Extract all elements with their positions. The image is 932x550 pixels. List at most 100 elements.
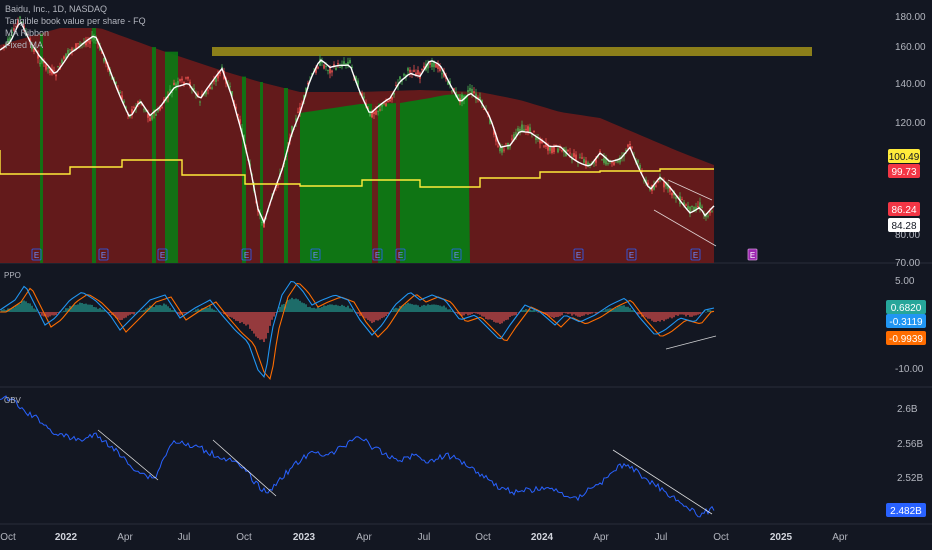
ppo-histogram-bar — [367, 312, 369, 320]
ppo-histogram-bar — [331, 304, 333, 312]
time-axis-tick: 2022 — [55, 532, 78, 543]
ppo-histogram-bar — [579, 312, 581, 317]
ppo-histogram-bar — [403, 305, 405, 312]
ppo-histogram-bar — [473, 312, 475, 313]
candle-body — [683, 202, 685, 206]
candle-body — [237, 114, 239, 116]
ppo-histogram-bar — [239, 312, 241, 324]
candle-body — [403, 73, 405, 76]
ppo-histogram-bar — [667, 312, 669, 319]
candle-body — [617, 161, 619, 163]
earnings-event-icon[interactable] — [157, 248, 168, 261]
candle-body — [471, 88, 473, 94]
earnings-event-icon[interactable] — [31, 248, 42, 261]
channel-lower-trendline[interactable] — [653, 209, 717, 247]
ppo-histogram-bar — [57, 312, 59, 314]
candle-body — [523, 129, 525, 132]
price-axis-tick: 160.00 — [895, 42, 926, 53]
candle-body — [67, 50, 69, 55]
time-axis-tick: 2025 — [770, 532, 793, 543]
candle-body — [649, 188, 651, 191]
obv-axis-tick: 2.56B — [897, 439, 923, 450]
candle-body — [95, 39, 97, 41]
ppo-histogram-bar — [391, 310, 393, 312]
earnings-event-icon[interactable] — [451, 248, 462, 261]
ppo-histogram-bar — [35, 309, 37, 312]
candle-body — [707, 215, 709, 217]
ppo-tag — [886, 314, 926, 328]
candle-body — [493, 129, 495, 135]
earnings-event-icon[interactable] — [690, 248, 701, 261]
ppo-histogram-bar — [457, 312, 459, 315]
obv-axis-tick: 2.52B — [897, 473, 923, 484]
indicator-fixed-ma-legend[interactable]: Fixed MA — [5, 40, 44, 50]
candle-body — [49, 69, 51, 73]
candle-body — [629, 143, 631, 146]
time-axis-tick: Apr — [356, 532, 372, 543]
ppo-histogram-bar — [701, 312, 703, 313]
resistance-zone[interactable] — [212, 47, 812, 56]
obv-trendline[interactable] — [612, 449, 713, 515]
ppo-histogram-bar — [485, 312, 487, 320]
candle-body — [111, 76, 113, 80]
candle-body — [583, 159, 585, 163]
ppo-histogram-bar — [655, 312, 657, 323]
candle-body — [9, 37, 11, 42]
candle-body — [169, 89, 171, 91]
indicator-tbv-legend[interactable]: Tangible book value per share - FQ — [5, 16, 146, 26]
earnings-event-icon[interactable] — [310, 248, 321, 261]
price-tag — [888, 218, 920, 232]
obv-trendline[interactable] — [97, 429, 159, 481]
ppo-histogram-bar — [407, 302, 409, 312]
ppo-histogram-bar — [201, 308, 203, 312]
ppo-histogram-bar — [257, 312, 259, 339]
ppo-histogram-bar — [21, 300, 23, 312]
channel-upper-trendline[interactable] — [667, 179, 713, 201]
candle-body — [525, 128, 527, 131]
ppo-histogram-bar — [209, 305, 211, 312]
ppo-histogram-bar — [71, 306, 73, 312]
candle-body — [331, 70, 333, 73]
ppo-histogram-bar — [401, 305, 403, 312]
ppo-histogram-bar — [365, 312, 367, 319]
obv-pane-label[interactable]: OBV — [4, 396, 21, 405]
ppo-histogram-bar — [253, 312, 255, 334]
earnings-event-icon[interactable] — [372, 248, 383, 261]
symbol-legend[interactable]: Baidu, Inc., 1D, NASDAQ — [5, 4, 108, 14]
upcoming-earnings-icon[interactable] — [747, 248, 758, 261]
earnings-event-label: E — [398, 251, 403, 260]
candle-body — [73, 48, 75, 50]
ppo-divergence-trendline[interactable] — [665, 335, 717, 350]
indicator-ma-ribbon-legend[interactable]: MA Ribbon — [5, 28, 50, 38]
ppo-histogram-bar — [555, 312, 557, 318]
earnings-event-icon[interactable] — [573, 248, 584, 261]
candle-body — [215, 78, 217, 82]
earnings-event-icon[interactable] — [395, 248, 406, 261]
candle-body — [211, 87, 213, 89]
earnings-event-icon[interactable] — [98, 248, 109, 261]
ppo-histogram-bar — [215, 310, 217, 312]
ppo-histogram-bar — [315, 308, 317, 312]
obv-trendline[interactable] — [212, 439, 277, 497]
earnings-event-icon[interactable] — [241, 248, 252, 261]
candle-body — [509, 146, 511, 148]
ppo-histogram-bar — [629, 308, 631, 312]
ppo-pane-label[interactable]: PPO — [4, 271, 21, 280]
earnings-event-icon[interactable] — [626, 248, 637, 261]
ma-ribbon-bullish-area — [300, 94, 470, 263]
ppo-histogram-bar — [185, 312, 187, 314]
ppo-histogram-bar — [193, 311, 195, 312]
signal-band — [152, 47, 156, 263]
candle-body — [93, 37, 95, 40]
candle-body — [387, 100, 389, 102]
candle-body — [69, 49, 71, 51]
ppo-histogram-bar — [491, 312, 493, 321]
candle-body — [541, 139, 543, 144]
candle-body — [183, 81, 185, 86]
ppo-histogram-bar — [283, 303, 285, 312]
signal-band — [260, 82, 263, 263]
ppo-histogram-bar — [259, 312, 261, 340]
ppo-histogram-bar — [461, 312, 463, 316]
candle-body — [517, 128, 519, 132]
